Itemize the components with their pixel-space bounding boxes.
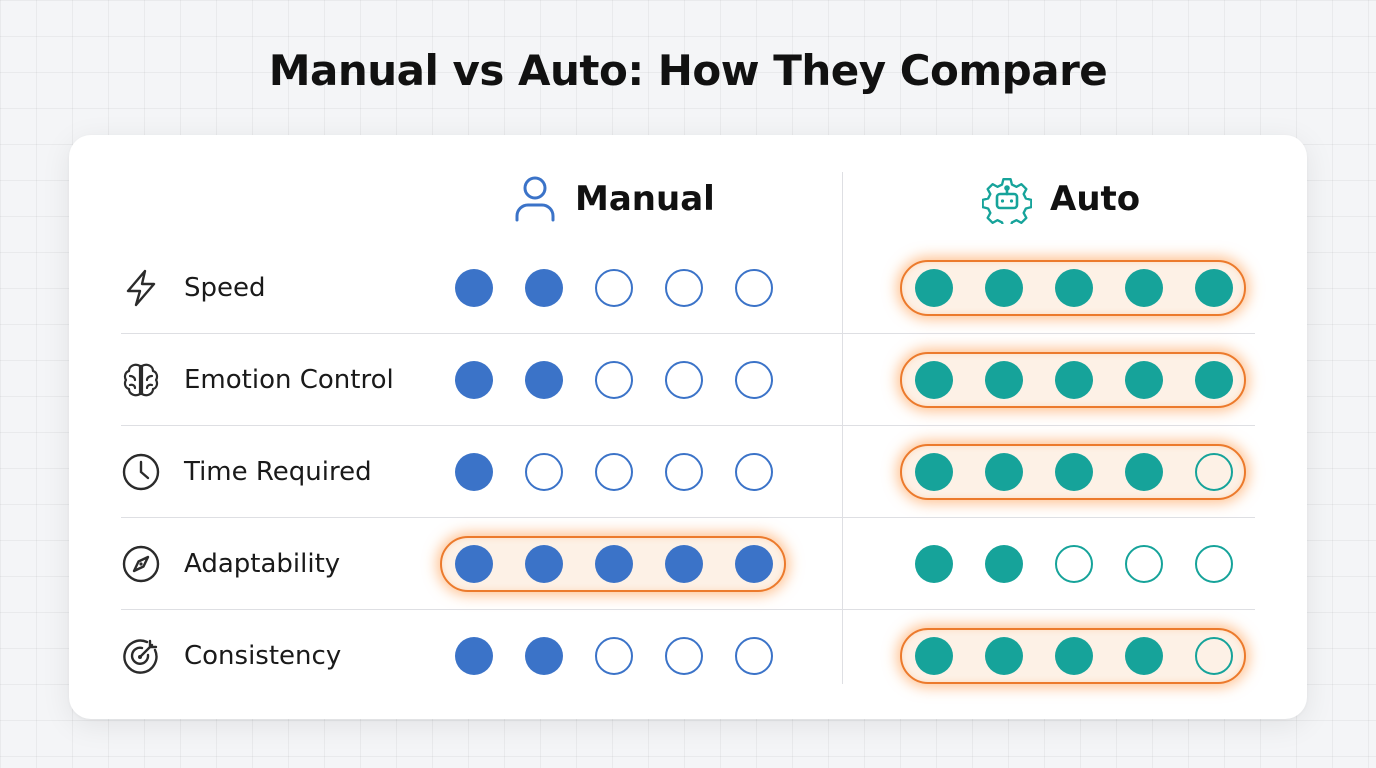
row-consistency: Consistency (121, 610, 1255, 702)
auto-rating (900, 352, 1246, 408)
lightning-icon (126, 269, 156, 307)
rating-dot-empty (525, 453, 563, 491)
manual-rating (440, 352, 786, 408)
rating-dot-filled (1195, 269, 1233, 307)
rating-dot-filled (525, 269, 563, 307)
robot-gear-icon (982, 178, 1032, 224)
rating-dot-empty (1055, 545, 1093, 583)
row-divider (121, 609, 1255, 610)
row-divider (121, 425, 1255, 426)
rating-dot-filled (1055, 361, 1093, 399)
rating-dot-filled (455, 453, 493, 491)
rating-dot-empty (735, 269, 773, 307)
rating-dot-filled (915, 269, 953, 307)
rating-dot-filled (525, 545, 563, 583)
rating-dot-filled (1125, 453, 1163, 491)
rating-dot-empty (595, 453, 633, 491)
auto-rating (900, 260, 1246, 316)
rating-dot-filled (985, 361, 1023, 399)
rating-dot-filled (455, 637, 493, 675)
rating-dot-filled (1195, 361, 1233, 399)
rating-dot-empty (595, 361, 633, 399)
rating-dot-empty (665, 361, 703, 399)
rating-dot-empty (665, 637, 703, 675)
comparison-card (69, 135, 1307, 719)
row-time-required: Time Required (121, 426, 1255, 518)
clock-icon (122, 453, 160, 491)
rating-dot-empty (735, 361, 773, 399)
manual-rating (440, 536, 786, 592)
rating-dot-filled (455, 361, 493, 399)
column-divider (842, 172, 843, 684)
rating-dot-filled (985, 637, 1023, 675)
page-title: Manual vs Auto: How They Compare (268, 46, 1108, 95)
rating-dot-filled (1055, 453, 1093, 491)
rating-dot-filled (985, 453, 1023, 491)
row-label: Time Required (184, 457, 372, 487)
rating-dot-filled (985, 545, 1023, 583)
rating-dot-empty (735, 637, 773, 675)
row-divider (121, 333, 1255, 334)
rating-dot-filled (1125, 269, 1163, 307)
auto-rating (900, 536, 1246, 592)
rating-dot-filled (525, 361, 563, 399)
rating-dot-empty (1125, 545, 1163, 583)
auto-rating (900, 628, 1246, 684)
row-label: Adaptability (184, 549, 341, 579)
manual-column-header: Manual (513, 172, 715, 226)
rating-dot-filled (1125, 637, 1163, 675)
manual-rating (440, 444, 786, 500)
row-adaptability: Adaptability (121, 518, 1255, 610)
rating-dot-filled (1125, 361, 1163, 399)
rating-dot-filled (595, 545, 633, 583)
rating-dot-empty (1195, 545, 1233, 583)
rating-dot-filled (735, 545, 773, 583)
rating-dot-empty (665, 269, 703, 307)
brain-icon (123, 363, 159, 397)
rating-dot-empty (595, 269, 633, 307)
rating-dot-filled (915, 545, 953, 583)
rating-dot-filled (455, 545, 493, 583)
auto-column-label: Auto (1050, 179, 1141, 219)
rating-dot-empty (665, 453, 703, 491)
row-label: Speed (184, 273, 266, 303)
rating-dot-filled (915, 637, 953, 675)
row-label: Consistency (184, 641, 342, 671)
rating-dot-empty (735, 453, 773, 491)
rating-dot-filled (985, 269, 1023, 307)
manual-rating (440, 628, 786, 684)
rating-dot-empty (1195, 637, 1233, 675)
rating-dot-filled (915, 453, 953, 491)
rating-dot-filled (1055, 637, 1093, 675)
rating-dot-empty (595, 637, 633, 675)
auto-column-header: Auto (982, 172, 1140, 226)
row-divider (121, 517, 1255, 518)
row-speed: Speed (121, 242, 1255, 334)
row-emotion-control: Emotion Control (121, 334, 1255, 426)
rating-dot-empty (1195, 453, 1233, 491)
rating-dot-filled (1055, 269, 1093, 307)
manual-rating (440, 260, 786, 316)
rating-dot-filled (665, 545, 703, 583)
rating-dot-filled (915, 361, 953, 399)
target-icon (123, 639, 158, 674)
auto-rating (900, 444, 1246, 500)
row-label: Emotion Control (184, 365, 394, 395)
compass-icon (122, 545, 160, 583)
user-icon (515, 176, 555, 222)
rating-dot-filled (525, 637, 563, 675)
manual-column-label: Manual (575, 179, 715, 219)
rating-dot-filled (455, 269, 493, 307)
